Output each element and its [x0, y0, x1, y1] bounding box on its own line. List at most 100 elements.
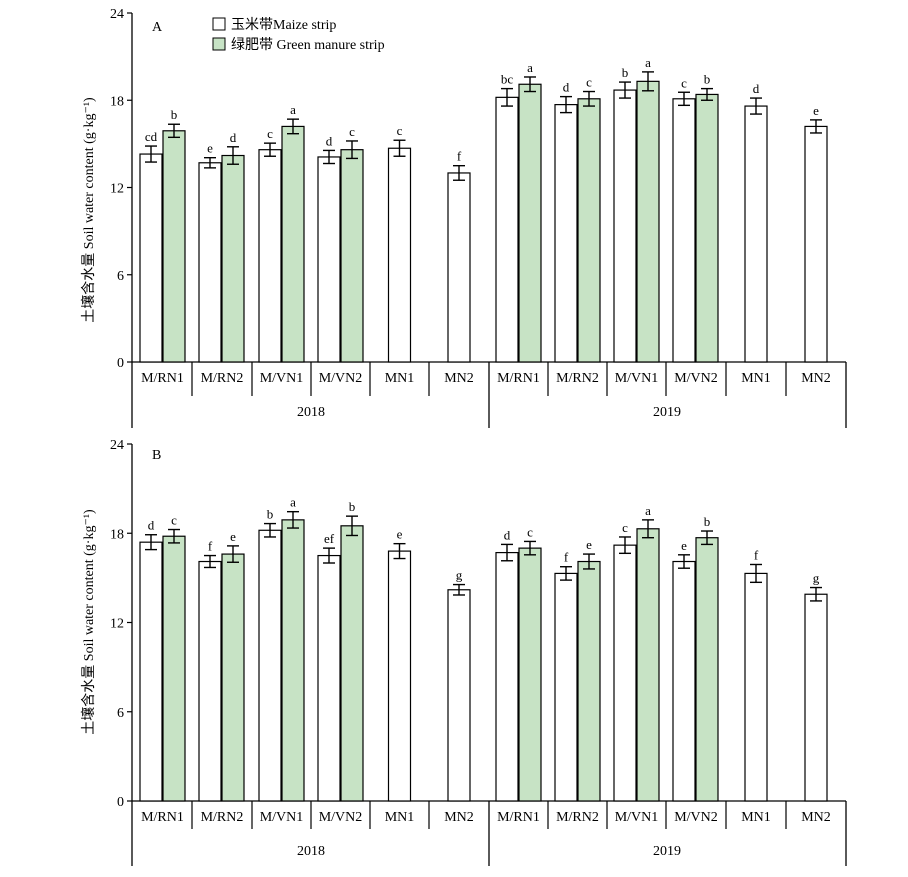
maize-bar: [495, 551, 519, 802]
y-tick-label: 12: [110, 182, 124, 197]
green-manure-bar: [340, 525, 364, 802]
y-tick-label: 18: [110, 527, 124, 542]
significance-letter: e: [230, 529, 236, 544]
legend-maize-swatch: [212, 17, 226, 31]
maize-bar: [139, 153, 163, 363]
green-manure-bar: [281, 519, 305, 802]
category-label: M/VN1: [260, 371, 304, 386]
maize-bar: [672, 98, 696, 363]
significance-letter: c: [622, 520, 628, 535]
maize-bar: [495, 96, 519, 363]
significance-letter: a: [527, 60, 533, 75]
category-label: M/RN2: [556, 371, 599, 386]
significance-letter: c: [171, 513, 177, 528]
maize-bar: [613, 544, 637, 802]
significance-letter: c: [681, 75, 687, 90]
green-manure-bar: [636, 528, 660, 802]
significance-letter: g: [813, 571, 820, 586]
maize-bar: [258, 149, 282, 363]
significance-letter: b: [171, 107, 178, 122]
green-manure-bar: [636, 80, 660, 363]
panel-label: A: [152, 20, 163, 35]
maize-bar: [554, 104, 578, 363]
significance-letter: a: [290, 495, 296, 510]
y-tick-label: 0: [117, 795, 124, 810]
maize-bar: [317, 554, 341, 802]
category-label: M/RN2: [201, 371, 244, 386]
panel-a: 06121824AcdbM/RN1edM/RN2caM/VN1dcM/VN2cM…: [110, 7, 847, 428]
year-label: 2019: [653, 405, 681, 420]
significance-letter: cd: [145, 129, 158, 144]
maize-bar: [447, 172, 471, 363]
maize-bar: [744, 572, 768, 802]
significance-letter: e: [681, 538, 687, 553]
category-label: MN2: [444, 810, 474, 825]
significance-letter: c: [397, 123, 403, 138]
category-label: M/RN1: [141, 810, 184, 825]
significance-letter: a: [645, 55, 651, 70]
y-tick-label: 18: [110, 94, 124, 109]
significance-letter: d: [563, 80, 570, 95]
significance-letter: d: [230, 130, 237, 145]
category-label: MN1: [385, 810, 415, 825]
year-label: 2019: [653, 844, 681, 859]
maize-bar: [198, 162, 222, 363]
category-label: M/RN2: [556, 810, 599, 825]
category-label: MN2: [801, 810, 831, 825]
significance-letter: a: [290, 102, 296, 117]
green-manure-bar: [577, 98, 601, 363]
y-tick-label: 6: [117, 269, 124, 284]
significance-letter: b: [349, 499, 356, 514]
maize-bar: [258, 529, 282, 802]
category-label: M/VN1: [615, 810, 659, 825]
category-label: MN1: [741, 371, 771, 386]
significance-letter: b: [704, 514, 711, 529]
maize-bar: [672, 560, 696, 802]
legend-green-swatch: [212, 37, 226, 51]
significance-letter: c: [349, 124, 355, 139]
significance-letter: e: [207, 141, 213, 156]
green-manure-bar: [577, 560, 601, 802]
significance-letter: b: [622, 65, 629, 80]
maize-bar: [139, 541, 163, 802]
green-manure-bar: [695, 93, 719, 363]
category-label: M/RN1: [497, 371, 540, 386]
maize-bar: [613, 89, 637, 363]
significance-letter: f: [457, 149, 462, 164]
significance-letter: e: [586, 537, 592, 552]
y-tick-label: 24: [110, 438, 124, 453]
significance-letter: f: [564, 550, 569, 565]
maize-bar: [447, 589, 471, 802]
green-manure-bar: [695, 537, 719, 802]
significance-letter: b: [267, 507, 274, 522]
significance-letter: a: [645, 503, 651, 518]
significance-letter: d: [504, 527, 511, 542]
green-manure-bar: [221, 553, 245, 802]
maize-bar: [317, 156, 341, 363]
significance-letter: e: [397, 527, 403, 542]
significance-letter: ef: [324, 531, 335, 546]
maize-bar: [804, 593, 828, 802]
legend: 玉米带Maize strip 绿肥带 Green manure strip: [212, 17, 385, 53]
category-label: M/RN1: [497, 810, 540, 825]
y-tick-label: 0: [117, 356, 124, 371]
significance-letter: g: [456, 568, 463, 583]
green-manure-bar: [340, 149, 364, 363]
y-tick-label: 12: [110, 617, 124, 632]
significance-letter: c: [527, 524, 533, 539]
y-tick-label: 24: [110, 7, 124, 22]
category-label: MN1: [385, 371, 415, 386]
significance-letter: f: [208, 539, 213, 554]
significance-letter: e: [813, 103, 819, 118]
green-manure-bar: [221, 154, 245, 363]
year-label: 2018: [297, 844, 325, 859]
category-label: M/RN1: [141, 371, 184, 386]
category-label: M/VN1: [615, 371, 659, 386]
category-label: M/VN1: [260, 810, 304, 825]
significance-letter: f: [754, 547, 759, 562]
legend-maize-label: 玉米带Maize strip: [231, 17, 336, 33]
green-manure-bar: [162, 535, 186, 802]
category-label: MN1: [741, 810, 771, 825]
category-label: M/RN2: [201, 810, 244, 825]
